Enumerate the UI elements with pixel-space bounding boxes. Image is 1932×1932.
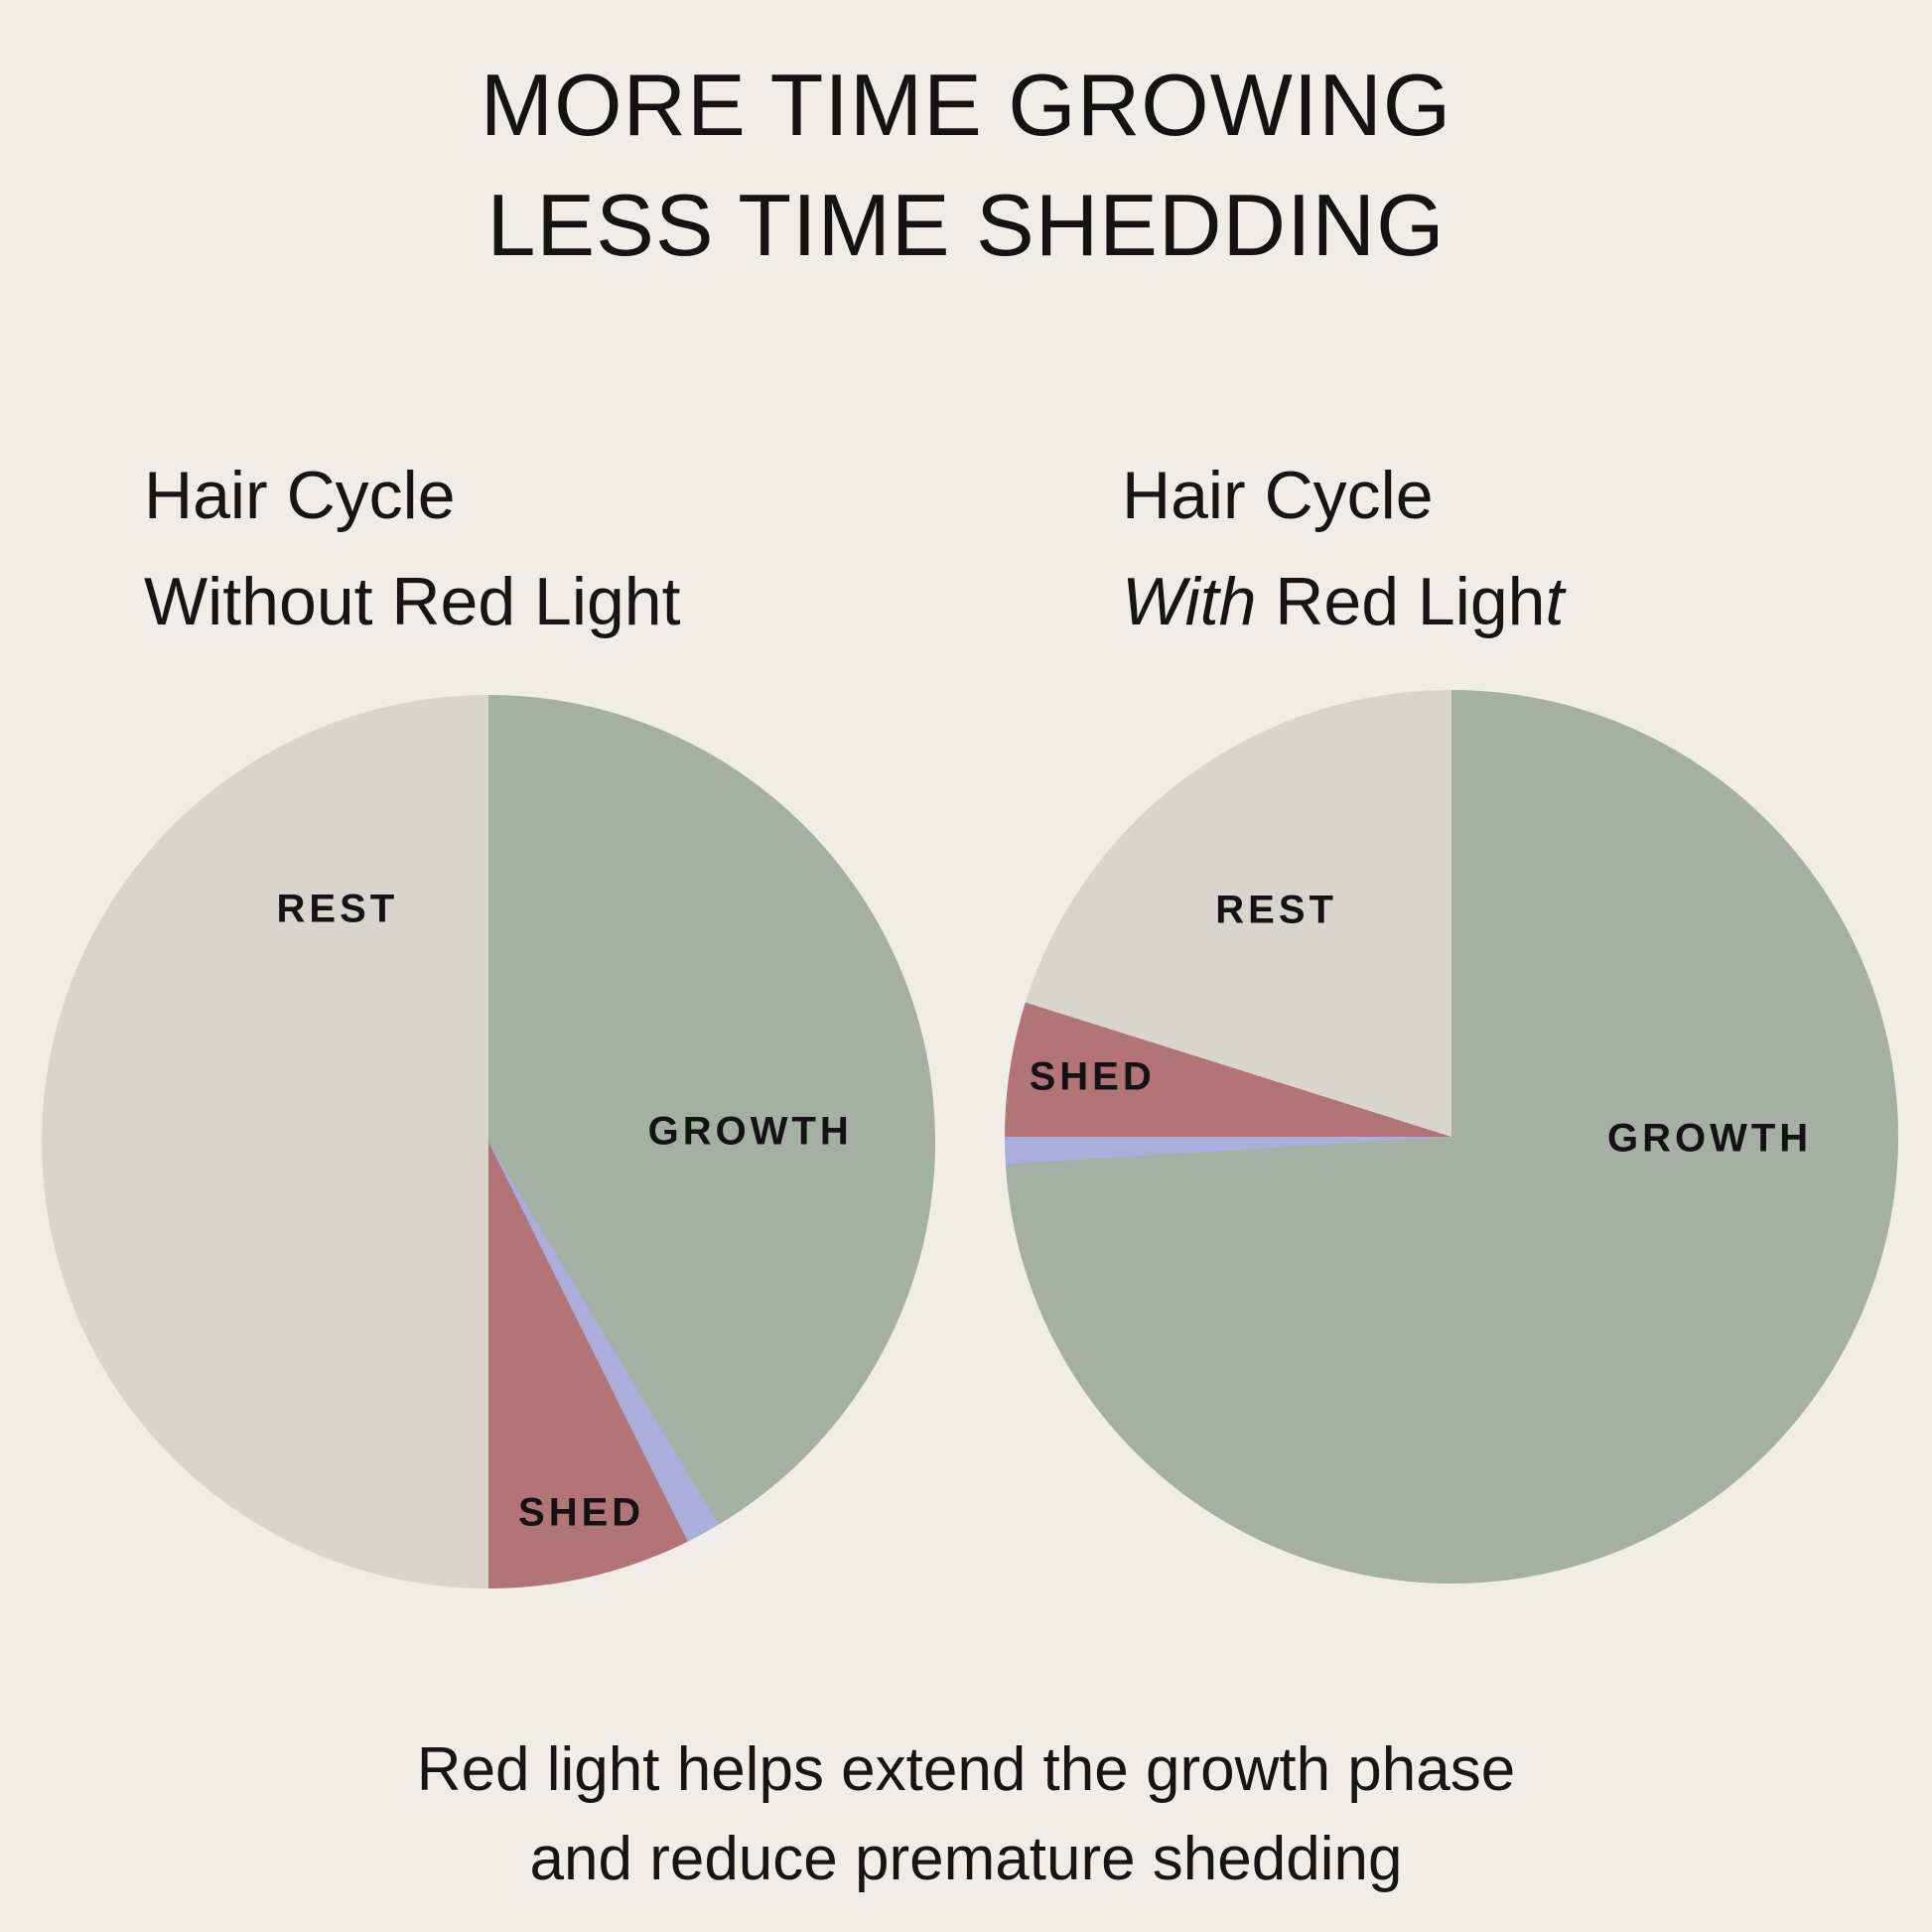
pie-slice-label-rest: REST [276, 887, 399, 931]
page-title: MORE TIME GROWING LESS TIME SHEDDING [0, 46, 1932, 285]
right-chart-heading-line1: Hair Cycle [1122, 458, 1434, 533]
pie-slice-label-growth: GROWTH [647, 1109, 853, 1154]
caption-line1: Red light helps extend the growth phase [416, 1735, 1516, 1804]
pie-slice-label-growth: GROWTH [1607, 1116, 1813, 1161]
caption-line2: and reduce premature shedding [529, 1824, 1403, 1893]
right-chart-heading-regular: Red Ligh [1256, 564, 1546, 640]
right-chart-heading: Hair Cycle With Red Light [1122, 443, 1564, 656]
pie-chart-with-red-light: GROWTH SHED REST [1005, 690, 1898, 1584]
left-chart-heading-line1: Hair Cycle [144, 458, 456, 533]
right-chart-heading-line2: With Red Light [1122, 549, 1564, 655]
pie-slice-label-shed: SHED [518, 1490, 645, 1534]
left-chart-heading-line2: Without Red Light [144, 564, 681, 640]
pie-chart-without-red-light: GROWTH SHED REST [42, 695, 935, 1588]
pie-slice-label-rest: REST [1215, 888, 1337, 932]
right-chart-heading-t-italic: t [1545, 564, 1565, 640]
page-title-line2: LESS TIME SHEDDING [486, 175, 1446, 274]
caption: Red light helps extend the growth phase … [0, 1725, 1932, 1904]
right-chart-heading-with-italic: With [1122, 564, 1257, 640]
page-title-line1: MORE TIME GROWING [480, 56, 1452, 154]
left-chart-heading: Hair Cycle Without Red Light [144, 443, 681, 656]
pie-slice-label-shed: SHED [1029, 1054, 1156, 1099]
